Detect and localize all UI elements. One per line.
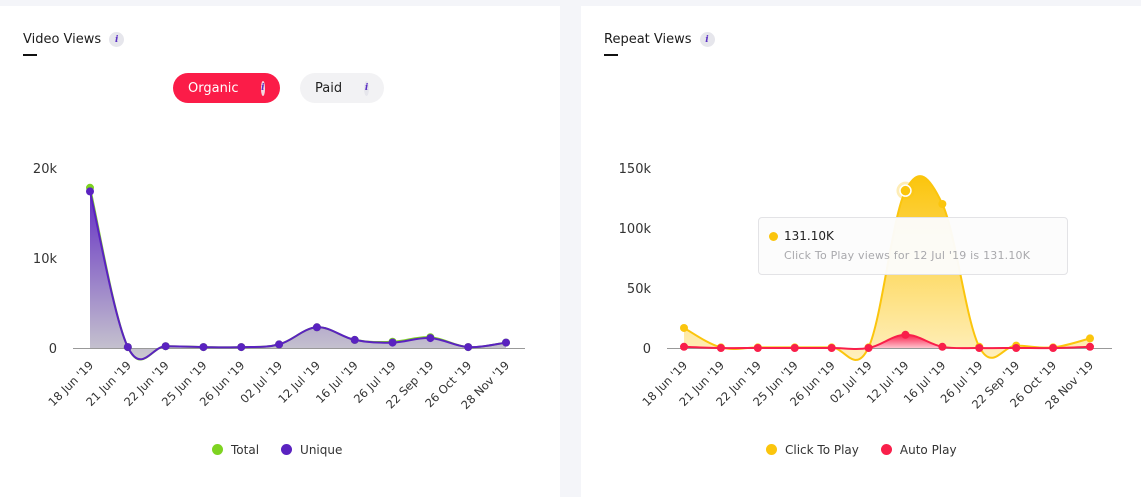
- series-area-1: [684, 334, 1090, 350]
- legend-item-total[interactable]: Total: [212, 443, 259, 457]
- data-point: [716, 344, 725, 352]
- repeat-views-title: Repeat Views i: [604, 32, 715, 56]
- tooltip-detail: Click To Play views for 12 Jul '19 is 13…: [784, 249, 1031, 262]
- organic-label: Organic: [188, 80, 239, 96]
- data-point: [161, 342, 170, 351]
- info-icon[interactable]: i: [109, 32, 125, 47]
- card-title: Video Views: [23, 32, 102, 47]
- legend-label: Unique: [300, 443, 343, 457]
- y-tick-label: 100k: [619, 222, 652, 237]
- info-icon[interactable]: i: [364, 80, 369, 96]
- data-point: [899, 184, 912, 197]
- data-point: [426, 334, 435, 343]
- tooltip-value: 131.10K: [784, 229, 834, 243]
- title-underline: [604, 54, 618, 56]
- data-point: [753, 344, 762, 352]
- legend-item-auto-play[interactable]: Auto Play: [880, 443, 957, 457]
- data-point: [680, 323, 688, 332]
- data-point: [237, 343, 246, 352]
- video-views-card: Video Views i Organic i Paid i 0 10k 20k 18…: [0, 6, 560, 497]
- paid-toggle-button[interactable]: Paid i: [300, 73, 384, 103]
- chart-legend: Total Unique: [212, 443, 342, 457]
- data-point: [199, 343, 208, 352]
- y-tick-label: 20k: [33, 162, 58, 177]
- legend-dot-icon: [281, 444, 293, 455]
- data-point: [1049, 344, 1058, 352]
- data-point: [975, 344, 984, 352]
- data-point: [938, 200, 947, 208]
- info-icon[interactable]: i: [260, 80, 265, 96]
- tooltip-dot-icon: [769, 231, 778, 241]
- y-tick-label: 50k: [627, 282, 652, 297]
- y-tick-label: 0: [643, 342, 651, 357]
- info-icon[interactable]: i: [699, 32, 715, 47]
- data-point: [827, 344, 836, 352]
- legend-item-unique[interactable]: Unique: [281, 443, 342, 457]
- legend-dot-icon: [766, 444, 777, 455]
- data-point: [86, 187, 94, 196]
- data-point: [790, 344, 799, 352]
- data-point: [275, 340, 284, 349]
- series-line-1: [89, 191, 507, 361]
- data-point: [1086, 334, 1094, 343]
- chart-tooltip: 131.10K Click To Play views for 12 Jul '…: [758, 217, 1068, 275]
- data-point: [464, 343, 473, 352]
- organic-toggle-button[interactable]: Organic i: [173, 73, 280, 103]
- data-point: [350, 335, 359, 344]
- data-point: [502, 338, 510, 347]
- video-views-title: Video Views i: [23, 32, 125, 56]
- data-point: [864, 344, 873, 352]
- y-tick-label: 150k: [619, 162, 652, 177]
- data-point: [680, 342, 688, 351]
- data-point: [1086, 342, 1094, 351]
- legend-item-click-to-play[interactable]: Click To Play: [766, 443, 859, 457]
- legend-dot-icon: [212, 444, 223, 455]
- y-tick-label: 10k: [33, 252, 58, 267]
- paid-label: Paid: [315, 80, 343, 96]
- legend-dot-icon: [880, 444, 892, 455]
- data-point: [388, 338, 397, 347]
- y-tick-label: 0: [49, 342, 57, 357]
- series-area-0: [684, 176, 1090, 360]
- legend-label: Click To Play: [785, 443, 859, 457]
- chart-legend: Click To Play Auto Play: [766, 443, 957, 457]
- data-point: [938, 342, 947, 351]
- title-underline: [23, 54, 37, 56]
- data-point: [901, 330, 910, 339]
- repeat-views-card: Repeat Views i 0 50k 100k 150k 18 Jun '19 21 …: [581, 6, 1141, 497]
- legend-label: Total: [231, 443, 260, 457]
- legend-label: Auto Play: [899, 443, 957, 457]
- data-point: [1012, 344, 1021, 352]
- data-point: [123, 343, 132, 352]
- data-point: [312, 323, 321, 332]
- card-title: Repeat Views: [604, 32, 692, 47]
